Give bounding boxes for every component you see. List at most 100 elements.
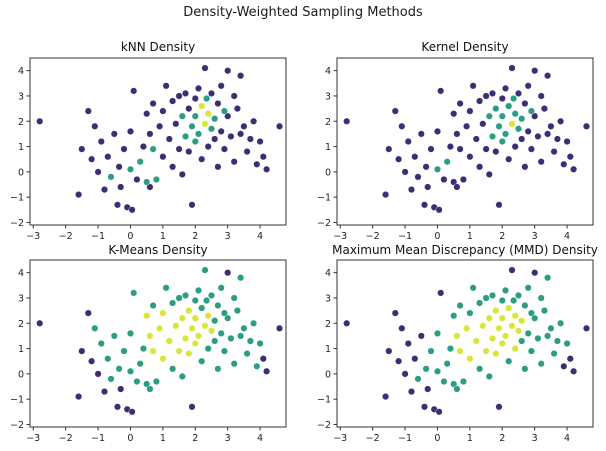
data-point <box>424 183 432 191</box>
data-point <box>110 332 118 340</box>
y-tick-label: 1 <box>18 344 24 355</box>
data-point <box>391 107 399 115</box>
data-point <box>476 365 484 373</box>
data-point <box>201 64 209 72</box>
data-point <box>398 122 406 130</box>
data-point <box>211 317 219 325</box>
x-tick-label: −1 <box>398 231 412 242</box>
data-point <box>550 350 558 358</box>
data-point <box>169 97 177 105</box>
data-point <box>139 345 147 353</box>
data-point <box>434 367 442 375</box>
data-point <box>398 324 406 332</box>
data-point <box>172 322 180 330</box>
y-tick-label: 3 <box>18 293 24 304</box>
data-point <box>479 322 487 330</box>
data-point <box>531 67 539 75</box>
data-point <box>185 105 193 113</box>
x-tick-label: 2 <box>499 433 505 444</box>
x-tick-label: −3 <box>26 433 40 444</box>
data-point <box>181 291 189 299</box>
data-point <box>547 324 555 332</box>
data-point <box>191 137 199 145</box>
axes-frame <box>336 57 594 226</box>
data-point <box>156 122 164 130</box>
data-point <box>485 314 493 322</box>
x-tick-label: 1 <box>467 231 473 242</box>
data-point <box>557 117 565 125</box>
data-point <box>169 163 177 171</box>
data-point <box>237 130 245 138</box>
y-tick-label: 0 <box>18 369 24 380</box>
data-point <box>201 322 209 330</box>
data-point <box>505 357 513 365</box>
data-point <box>159 107 167 115</box>
data-point <box>537 294 545 302</box>
data-point <box>243 148 251 156</box>
data-point <box>453 385 461 393</box>
data-point <box>188 403 196 411</box>
data-point <box>404 137 412 145</box>
data-point <box>194 130 202 138</box>
data-point <box>36 117 44 125</box>
data-point <box>159 153 167 161</box>
data-point <box>583 122 591 130</box>
data-point <box>88 357 96 365</box>
data-point <box>175 145 183 153</box>
data-point <box>524 284 532 292</box>
data-point <box>434 329 442 337</box>
data-point <box>521 365 529 373</box>
data-point <box>443 158 451 166</box>
data-point <box>204 143 212 151</box>
data-point <box>434 165 442 173</box>
data-point <box>191 314 199 322</box>
data-point <box>162 284 170 292</box>
data-point <box>495 324 503 332</box>
data-point <box>427 145 435 153</box>
data-point <box>498 314 506 322</box>
data-point <box>165 135 173 143</box>
data-point <box>217 284 225 292</box>
data-point <box>263 367 271 375</box>
x-tick-label: 3 <box>532 433 538 444</box>
data-point <box>97 137 105 145</box>
data-point <box>91 324 99 332</box>
y-tick-label: −1 <box>10 193 24 204</box>
data-point <box>169 365 177 373</box>
data-point <box>198 304 206 312</box>
data-point <box>489 132 497 140</box>
data-point <box>485 112 493 120</box>
data-point <box>450 110 458 118</box>
data-point <box>495 201 503 209</box>
y-tick-label: 2 <box>18 319 24 330</box>
data-point <box>75 393 83 401</box>
data-point <box>194 286 202 294</box>
data-point <box>211 115 219 123</box>
data-point <box>411 153 419 161</box>
data-point <box>214 163 222 171</box>
data-point <box>472 135 480 143</box>
x-tick-label: 4 <box>257 433 263 444</box>
data-point <box>570 367 578 375</box>
data-point <box>178 170 186 178</box>
data-point <box>450 380 458 388</box>
data-point <box>78 347 86 355</box>
data-point <box>133 378 141 386</box>
y-tick-label: 4 <box>325 66 331 77</box>
data-point <box>172 120 180 128</box>
data-point <box>446 345 454 353</box>
axes-frame <box>336 259 594 428</box>
data-point <box>227 334 235 342</box>
data-point <box>224 112 232 120</box>
data-point <box>204 345 212 353</box>
data-point <box>191 94 199 102</box>
data-point <box>492 350 500 358</box>
data-point <box>201 266 209 274</box>
data-point <box>237 332 245 340</box>
data-point <box>253 160 261 168</box>
data-point <box>531 269 539 277</box>
data-point <box>107 375 115 383</box>
data-point <box>220 107 228 115</box>
